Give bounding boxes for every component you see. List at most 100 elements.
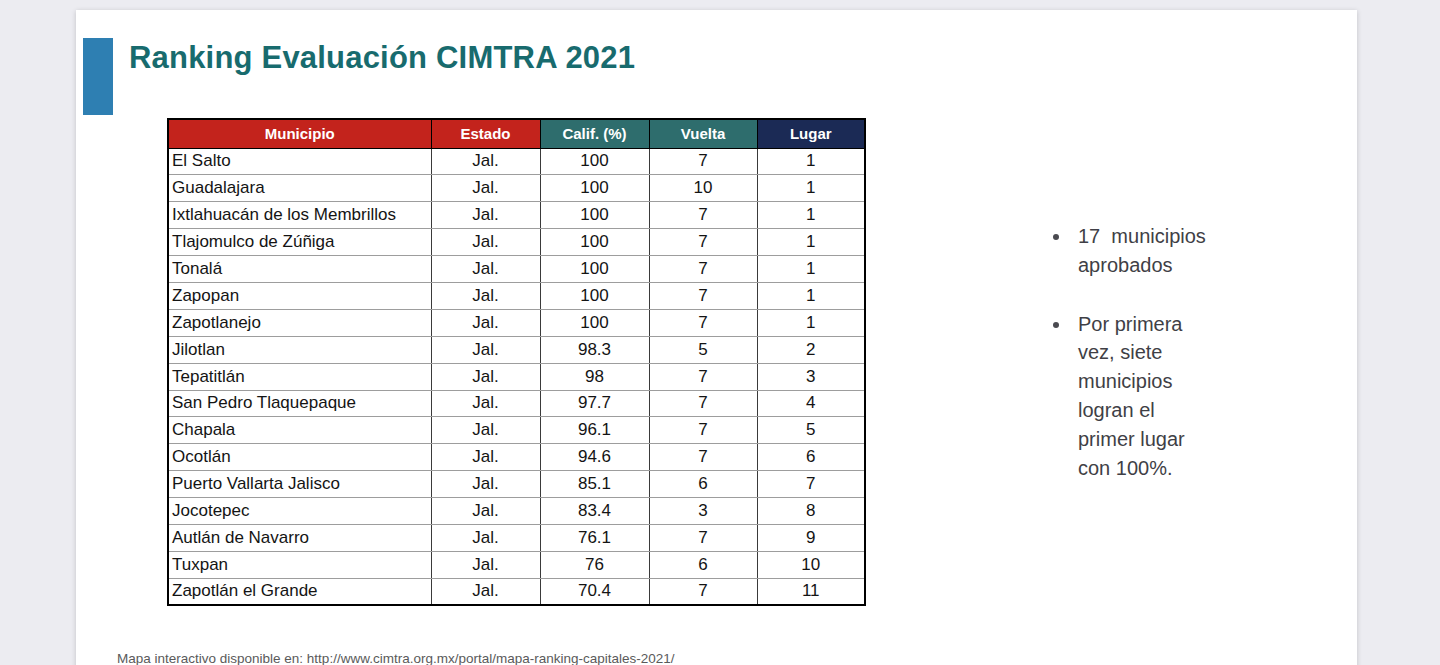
cell-lugar: 1	[757, 256, 865, 283]
table-row: Ixtlahuacán de los Membrillos Jal. 100 7…	[168, 202, 865, 229]
table-row: Jocotepec Jal. 83.4 3 8	[168, 498, 865, 525]
table-row: Autlán de Navarro Jal. 76.1 7 9	[168, 524, 865, 551]
cell-calif: 100	[540, 229, 649, 256]
bullet-icon	[1053, 234, 1059, 240]
cell-municipio: Zapotlanejo	[168, 309, 431, 336]
column-header-estado: Estado	[431, 119, 540, 148]
cell-calif: 76	[540, 551, 649, 578]
cell-vuelta: 7	[649, 229, 757, 256]
cell-lugar: 9	[757, 524, 865, 551]
ranking-table: Municipio Estado Calif. (%) Vuelta Lugar…	[167, 118, 866, 606]
cell-lugar: 10	[757, 551, 865, 578]
cell-calif: 85.1	[540, 471, 649, 498]
cell-lugar: 4	[757, 390, 865, 417]
cell-lugar: 1	[757, 282, 865, 309]
cell-calif: 96.1	[540, 417, 649, 444]
cell-lugar: 8	[757, 498, 865, 525]
cell-municipio: Tuxpan	[168, 551, 431, 578]
footer-note: Mapa interactivo disponible en: http://w…	[117, 651, 675, 665]
bullet-icon	[1053, 322, 1059, 328]
table-row: Guadalajara Jal. 100 10 1	[168, 175, 865, 202]
cell-lugar: 3	[757, 363, 865, 390]
cell-vuelta: 7	[649, 363, 757, 390]
cell-lugar: 1	[757, 202, 865, 229]
cell-municipio: San Pedro Tlaquepaque	[168, 390, 431, 417]
table-row: Zapotlanejo Jal. 100 7 1	[168, 309, 865, 336]
table-row: Puerto Vallarta Jalisco Jal. 85.1 6 7	[168, 471, 865, 498]
bullet-text: 17 municipios aprobados	[1078, 222, 1206, 280]
column-header-calif: Calif. (%)	[540, 119, 649, 148]
cell-calif: 83.4	[540, 498, 649, 525]
bullet-text: Por primera vez, siete municipios logran…	[1078, 310, 1185, 483]
cell-vuelta: 6	[649, 551, 757, 578]
cell-estado: Jal.	[431, 202, 540, 229]
cell-calif: 76.1	[540, 524, 649, 551]
cell-calif: 100	[540, 202, 649, 229]
cell-municipio: Tlajomulco de Zúñiga	[168, 229, 431, 256]
table-row: Chapala Jal. 96.1 7 5	[168, 417, 865, 444]
cell-estado: Jal.	[431, 256, 540, 283]
cell-calif: 94.6	[540, 444, 649, 471]
cell-municipio: Puerto Vallarta Jalisco	[168, 471, 431, 498]
cell-municipio: Jilotlan	[168, 336, 431, 363]
cell-estado: Jal.	[431, 309, 540, 336]
table-row: San Pedro Tlaquepaque Jal. 97.7 7 4	[168, 390, 865, 417]
cell-estado: Jal.	[431, 148, 540, 175]
cell-lugar: 1	[757, 148, 865, 175]
cell-municipio: Zapotlán el Grande	[168, 578, 431, 605]
cell-estado: Jal.	[431, 444, 540, 471]
notes-list: 17 municipios aprobados Por primera vez,…	[1053, 222, 1268, 482]
cell-municipio: Guadalajara	[168, 175, 431, 202]
list-item: Por primera vez, siete municipios logran…	[1053, 310, 1268, 483]
table-row: Ocotlán Jal. 94.6 7 6	[168, 444, 865, 471]
cell-estado: Jal.	[431, 524, 540, 551]
table-row: Tonalá Jal. 100 7 1	[168, 256, 865, 283]
cell-estado: Jal.	[431, 229, 540, 256]
table-row: Tuxpan Jal. 76 6 10	[168, 551, 865, 578]
cell-vuelta: 7	[649, 417, 757, 444]
cell-estado: Jal.	[431, 390, 540, 417]
cell-calif: 100	[540, 148, 649, 175]
cell-vuelta: 6	[649, 471, 757, 498]
table-row: Tepatitlán Jal. 98 7 3	[168, 363, 865, 390]
cell-lugar: 11	[757, 578, 865, 605]
page-background: Ranking Evaluación CIMTRA 2021 Municipio…	[0, 0, 1440, 665]
cell-vuelta: 10	[649, 175, 757, 202]
cell-vuelta: 5	[649, 336, 757, 363]
cell-municipio: Chapala	[168, 417, 431, 444]
cell-estado: Jal.	[431, 282, 540, 309]
cell-vuelta: 7	[649, 282, 757, 309]
table-row: Zapopan Jal. 100 7 1	[168, 282, 865, 309]
cell-estado: Jal.	[431, 336, 540, 363]
cell-calif: 98	[540, 363, 649, 390]
cell-municipio: Ocotlán	[168, 444, 431, 471]
cell-vuelta: 3	[649, 498, 757, 525]
column-header-vuelta: Vuelta	[649, 119, 757, 148]
column-header-municipio: Municipio	[168, 119, 431, 148]
cell-estado: Jal.	[431, 578, 540, 605]
cell-estado: Jal.	[431, 417, 540, 444]
table-row: El Salto Jal. 100 7 1	[168, 148, 865, 175]
table-row: Tlajomulco de Zúñiga Jal. 100 7 1	[168, 229, 865, 256]
cell-estado: Jal.	[431, 551, 540, 578]
slide-title: Ranking Evaluación CIMTRA 2021	[129, 40, 635, 76]
cell-vuelta: 7	[649, 309, 757, 336]
cell-vuelta: 7	[649, 256, 757, 283]
cell-lugar: 1	[757, 175, 865, 202]
cell-estado: Jal.	[431, 471, 540, 498]
table-header-row: Municipio Estado Calif. (%) Vuelta Lugar	[168, 119, 865, 148]
cell-calif: 97.7	[540, 390, 649, 417]
cell-vuelta: 7	[649, 578, 757, 605]
cell-municipio: Ixtlahuacán de los Membrillos	[168, 202, 431, 229]
slide: Ranking Evaluación CIMTRA 2021 Municipio…	[76, 10, 1357, 665]
cell-vuelta: 7	[649, 444, 757, 471]
cell-vuelta: 7	[649, 148, 757, 175]
cell-vuelta: 7	[649, 524, 757, 551]
cell-municipio: Tonalá	[168, 256, 431, 283]
cell-municipio: Jocotepec	[168, 498, 431, 525]
list-item: 17 municipios aprobados	[1053, 222, 1268, 280]
cell-municipio: Tepatitlán	[168, 363, 431, 390]
cell-calif: 100	[540, 309, 649, 336]
cell-lugar: 2	[757, 336, 865, 363]
cell-lugar: 5	[757, 417, 865, 444]
